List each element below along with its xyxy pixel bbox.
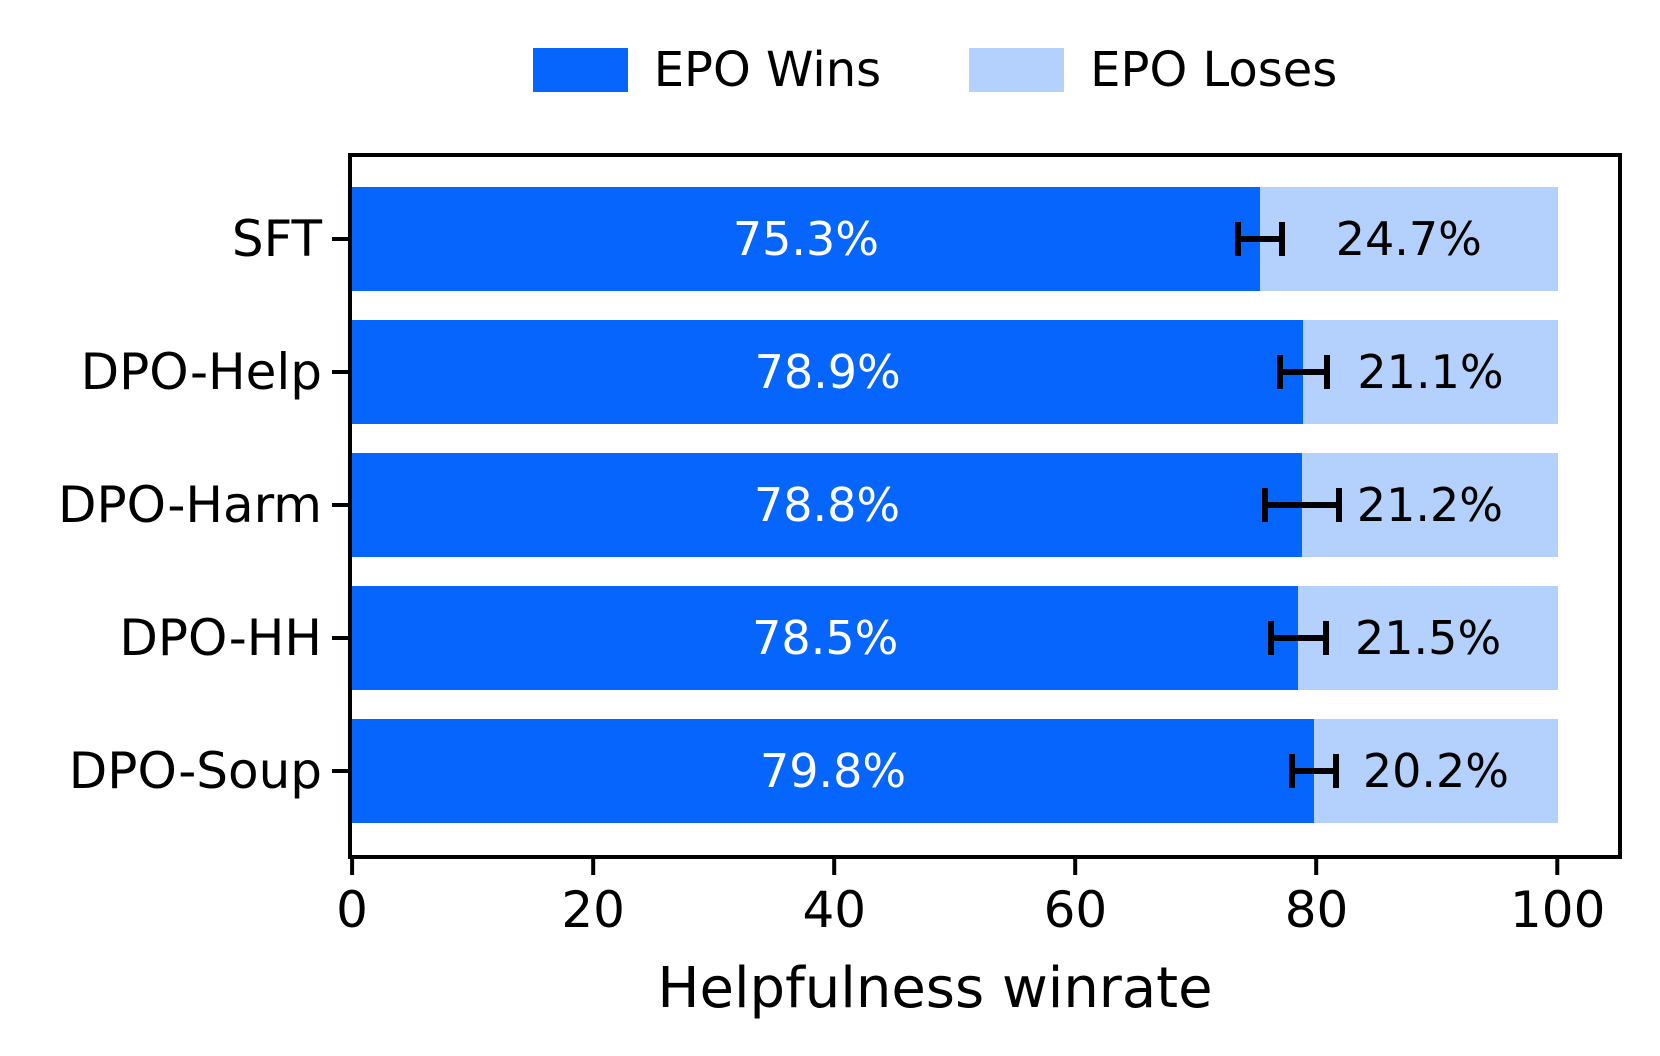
y-tick-mark [332, 503, 348, 507]
bar-value-label-wins: 78.8% [753, 478, 901, 532]
legend-item-epo-wins: EPO Wins [532, 42, 882, 98]
x-tick: 40 [802, 859, 866, 935]
y-tick-mark [332, 769, 348, 773]
error-bar-cap-right [1333, 754, 1340, 788]
x-tick-mark [1073, 859, 1078, 875]
error-bar-cap-right [1322, 621, 1329, 655]
bar-value-label-wins: 79.8% [760, 744, 907, 798]
bar-row-dpo-soup: 79.8% 20.2% [352, 719, 1618, 823]
y-tick-mark [332, 370, 348, 374]
bar-sft-epo-loses: 24.7% [1259, 187, 1558, 291]
error-bar-line [1268, 635, 1329, 641]
x-tick-mark [1314, 859, 1319, 875]
bar-value-label-loses: 24.7% [1335, 212, 1482, 266]
error-bar-line [1234, 236, 1286, 242]
x-axis-title: Helpfulness winrate [657, 956, 1213, 1021]
bar-dpo-harm-epo-loses: 21.2% [1302, 453, 1558, 557]
bar-dpo-harm-epo-wins: 78.8% [352, 453, 1303, 557]
bar-dpo-hh-epo-wins: 78.5% [352, 586, 1299, 690]
legend-swatch-epo-loses [969, 48, 1065, 92]
legend: EPO Wins EPO Loses [300, 42, 1570, 98]
bar-value-label-loses: 20.2% [1362, 744, 1509, 798]
error-bar [1276, 355, 1330, 389]
bar-sft-epo-wins: 75.3% [352, 187, 1260, 291]
bar-dpo-hh-epo-loses: 21.5% [1298, 586, 1558, 690]
bar-value-label-wins: 78.9% [754, 345, 901, 399]
x-axis: 0 20 40 60 80 100 [336, 859, 1618, 969]
bar-value-label-wins: 78.5% [752, 611, 899, 665]
x-tick-mark [1555, 859, 1560, 875]
x-tick-mark [350, 859, 354, 875]
y-axis-label-dpo-hh: DPO-HH [119, 609, 322, 667]
legend-label-epo-wins: EPO Wins [653, 42, 882, 98]
error-bar [1268, 621, 1329, 655]
error-bar-cap-right [1335, 488, 1342, 522]
x-tick: 100 [1510, 859, 1605, 935]
y-axis-label-dpo-help: DPO-Help [80, 343, 322, 401]
plot-area: 75.3% 24.7% 78.9% 21.1% [348, 153, 1622, 859]
y-tick-mark [332, 636, 348, 640]
y-axis-label-dpo-harm: DPO-Harm [57, 476, 322, 534]
x-tick-label: 0 [336, 881, 368, 939]
error-bar-cap-right [1323, 355, 1330, 389]
legend-label-epo-loses: EPO Loses [1090, 42, 1338, 98]
error-bar-line [1276, 369, 1330, 375]
bar-row-dpo-hh: 78.5% 21.5% [352, 586, 1618, 690]
bar-value-label-loses: 21.5% [1355, 611, 1502, 665]
bar-row-sft: 75.3% 24.7% [352, 187, 1618, 291]
bar-row-dpo-help: 78.9% 21.1% [352, 320, 1618, 424]
bar-dpo-soup-epo-loses: 20.2% [1314, 719, 1558, 823]
bar-value-label-wins: 75.3% [732, 212, 880, 266]
y-axis-label-dpo-soup: DPO-Soup [68, 742, 322, 800]
legend-item-epo-loses: EPO Loses [969, 46, 1337, 94]
y-tick-mark [332, 237, 348, 241]
x-tick: 80 [1284, 859, 1349, 939]
legend-swatch-epo-wins [532, 48, 628, 92]
bar-value-label-loses: 21.2% [1356, 478, 1503, 532]
error-bar-line [1288, 768, 1340, 774]
error-bar [1288, 754, 1340, 788]
x-tick-label: 80 [1284, 881, 1349, 939]
x-tick-label: 20 [561, 881, 625, 939]
error-bar-cap-right [1279, 222, 1286, 256]
x-tick-label: 100 [1509, 881, 1606, 939]
bar-row-dpo-harm: 78.8% 21.2% [352, 453, 1618, 557]
bar-dpo-soup-epo-wins: 79.8% [352, 719, 1315, 823]
x-tick-label: 60 [1043, 881, 1108, 939]
error-bar [1234, 222, 1286, 256]
bar-value-label-loses: 21.1% [1357, 345, 1504, 399]
error-bar-line [1262, 502, 1342, 508]
x-tick: 0 [336, 859, 368, 935]
x-tick: 20 [561, 859, 625, 935]
bar-dpo-help-epo-loses: 21.1% [1303, 320, 1558, 424]
error-bar [1262, 488, 1342, 522]
bar-dpo-help-epo-wins: 78.9% [352, 320, 1304, 424]
x-tick-mark [832, 859, 837, 875]
y-axis-label-sft: SFT [231, 210, 322, 268]
x-tick-mark [591, 859, 596, 875]
x-tick-label: 40 [802, 881, 867, 939]
x-tick: 60 [1043, 859, 1108, 939]
